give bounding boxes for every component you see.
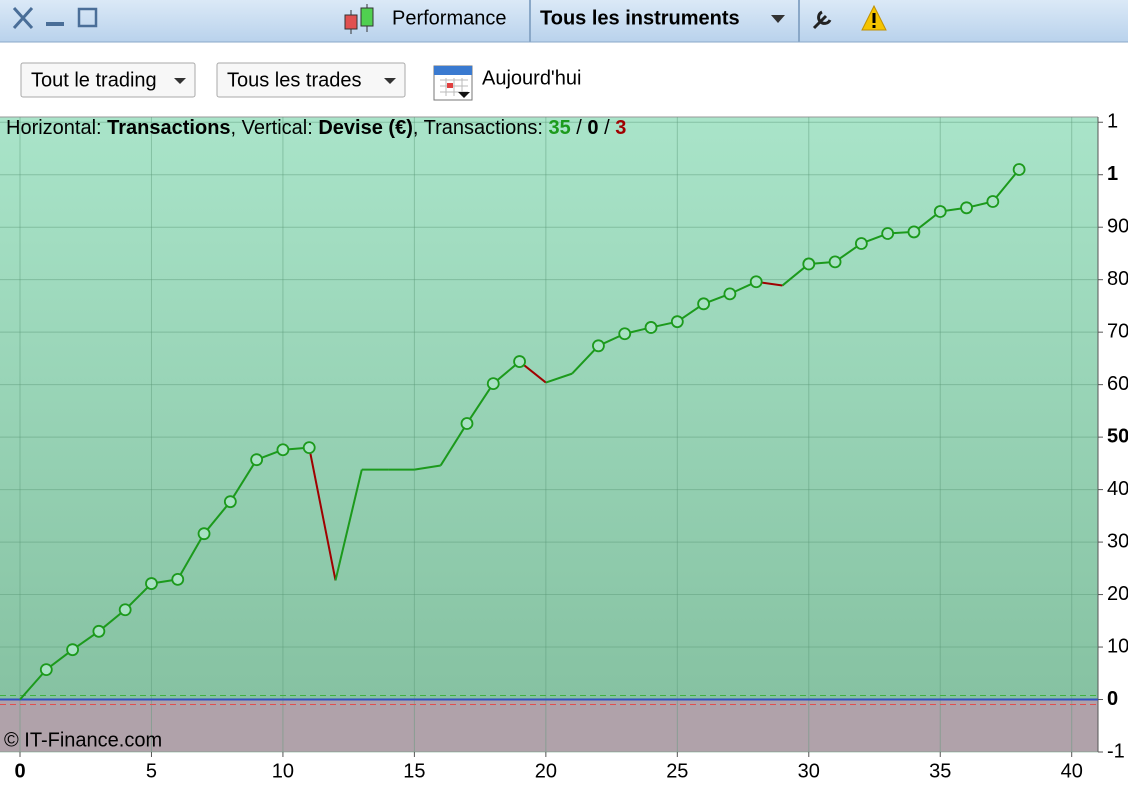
trade-marker bbox=[1012, 163, 1026, 176]
warning-icon[interactable] bbox=[861, 4, 887, 31]
y-tick-label: 30 bbox=[1107, 530, 1128, 552]
x-tick-label: 20 bbox=[535, 760, 557, 782]
x-tick-label: 0 bbox=[14, 760, 25, 782]
trade-marker bbox=[223, 495, 237, 509]
info-label: , Transactions: bbox=[413, 117, 549, 139]
trade-marker bbox=[513, 355, 526, 368]
info-label: Horizontal: bbox=[6, 117, 107, 139]
dropdown-arrow bbox=[384, 78, 396, 84]
trade-marker bbox=[39, 663, 53, 677]
profit-zone bbox=[0, 117, 1098, 700]
separator: / bbox=[599, 117, 616, 139]
equity-segment bbox=[334, 469, 363, 581]
trade-marker bbox=[670, 315, 684, 329]
y-tick-label: 60 bbox=[1107, 373, 1128, 395]
x-tick-label: 30 bbox=[798, 760, 820, 782]
equity-segment bbox=[203, 501, 232, 535]
y-tick-label: 10 bbox=[1107, 635, 1128, 657]
trade-marker bbox=[460, 417, 474, 430]
loss-count: 3 bbox=[615, 117, 626, 139]
x-tick-label: 5 bbox=[146, 760, 157, 782]
equity-segment bbox=[229, 459, 258, 503]
trade-marker bbox=[592, 339, 605, 353]
equity-segment bbox=[308, 447, 337, 581]
trade-marker bbox=[644, 321, 658, 334]
y-tick-label: 20 bbox=[1107, 583, 1128, 605]
filter-button[interactable] bbox=[20, 62, 196, 98]
trade-marker bbox=[276, 443, 290, 457]
trade-marker bbox=[197, 527, 211, 541]
calendar-icon[interactable] bbox=[433, 65, 473, 101]
win-count: 35 bbox=[548, 117, 570, 139]
trade-marker bbox=[486, 377, 500, 390]
info-label: , Vertical: bbox=[231, 117, 319, 139]
title-bar bbox=[0, 0, 1128, 42]
trade-marker bbox=[250, 453, 264, 467]
trade-marker bbox=[960, 201, 973, 215]
trade-marker bbox=[854, 237, 868, 250]
filter-label: Tous les trades bbox=[227, 69, 362, 91]
y-tick-label: -1 bbox=[1107, 740, 1125, 762]
instrument-selector[interactable]: Tous les instruments bbox=[540, 7, 740, 29]
y-tick-label: 50 bbox=[1107, 425, 1128, 447]
info-value: Devise (€) bbox=[318, 117, 413, 139]
trade-marker bbox=[145, 577, 158, 590]
trade-marker bbox=[118, 603, 132, 617]
trade-marker bbox=[828, 255, 842, 269]
trade-marker bbox=[697, 297, 711, 311]
x-tick-label: 25 bbox=[666, 760, 688, 782]
equity-segment bbox=[439, 422, 468, 466]
maximize-button[interactable] bbox=[77, 7, 98, 28]
dropdown-arrow bbox=[174, 78, 186, 84]
close-button[interactable] bbox=[12, 6, 34, 30]
trade-marker bbox=[302, 441, 316, 455]
trade-marker bbox=[881, 227, 895, 240]
x-tick-label: 35 bbox=[929, 760, 951, 782]
dropdown-arrow[interactable] bbox=[771, 15, 785, 23]
equity-segment bbox=[992, 168, 1020, 203]
trade-marker bbox=[92, 624, 106, 638]
trade-marker bbox=[618, 327, 632, 341]
equity-segment bbox=[466, 383, 495, 425]
equity-segment bbox=[414, 464, 441, 471]
trade-marker bbox=[907, 225, 921, 239]
trade-marker bbox=[749, 275, 763, 289]
trade-marker bbox=[66, 643, 79, 657]
y-tick-label: 1 bbox=[1107, 111, 1118, 133]
info-value: Transactions bbox=[107, 117, 230, 139]
loss-zone bbox=[0, 699, 1098, 752]
chart-info: Horizontal: Transactions, Vertical: Devi… bbox=[6, 117, 626, 139]
trade-marker bbox=[933, 205, 947, 218]
settings-icon[interactable] bbox=[812, 10, 832, 30]
x-tick-label: 15 bbox=[403, 760, 425, 782]
trade-marker bbox=[986, 195, 1000, 208]
filter-label: Tout le trading bbox=[31, 69, 157, 91]
y-tick-label: 80 bbox=[1107, 268, 1128, 290]
separator: / bbox=[571, 117, 588, 139]
filter-button[interactable] bbox=[216, 62, 406, 98]
trade-marker bbox=[802, 257, 816, 271]
trade-marker bbox=[723, 287, 737, 301]
watermark: © IT-Finance.com bbox=[4, 729, 162, 751]
x-tick-label: 40 bbox=[1061, 760, 1083, 782]
minimize-button[interactable] bbox=[46, 22, 64, 26]
even-count: 0 bbox=[587, 117, 598, 139]
performance-icon bbox=[344, 4, 374, 34]
equity-segment bbox=[176, 533, 205, 580]
y-tick-label: 1 bbox=[1107, 163, 1118, 185]
y-tick-label: 70 bbox=[1107, 320, 1128, 342]
y-tick-label: 40 bbox=[1107, 478, 1128, 500]
y-tick-label: 90 bbox=[1107, 215, 1128, 237]
y-tick-label: 0 bbox=[1107, 688, 1118, 710]
date-label[interactable]: Aujourd'hui bbox=[482, 67, 581, 89]
equity-segment bbox=[19, 668, 48, 701]
x-tick-label: 10 bbox=[272, 760, 294, 782]
trade-marker bbox=[171, 572, 185, 586]
equity-segment bbox=[545, 372, 573, 384]
window-title: Performance bbox=[392, 7, 507, 29]
